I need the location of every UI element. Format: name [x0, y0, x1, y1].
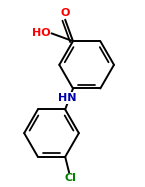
Text: O: O [60, 8, 70, 18]
Text: Cl: Cl [64, 173, 76, 183]
Text: HO: HO [32, 28, 51, 38]
Text: HN: HN [58, 93, 76, 103]
